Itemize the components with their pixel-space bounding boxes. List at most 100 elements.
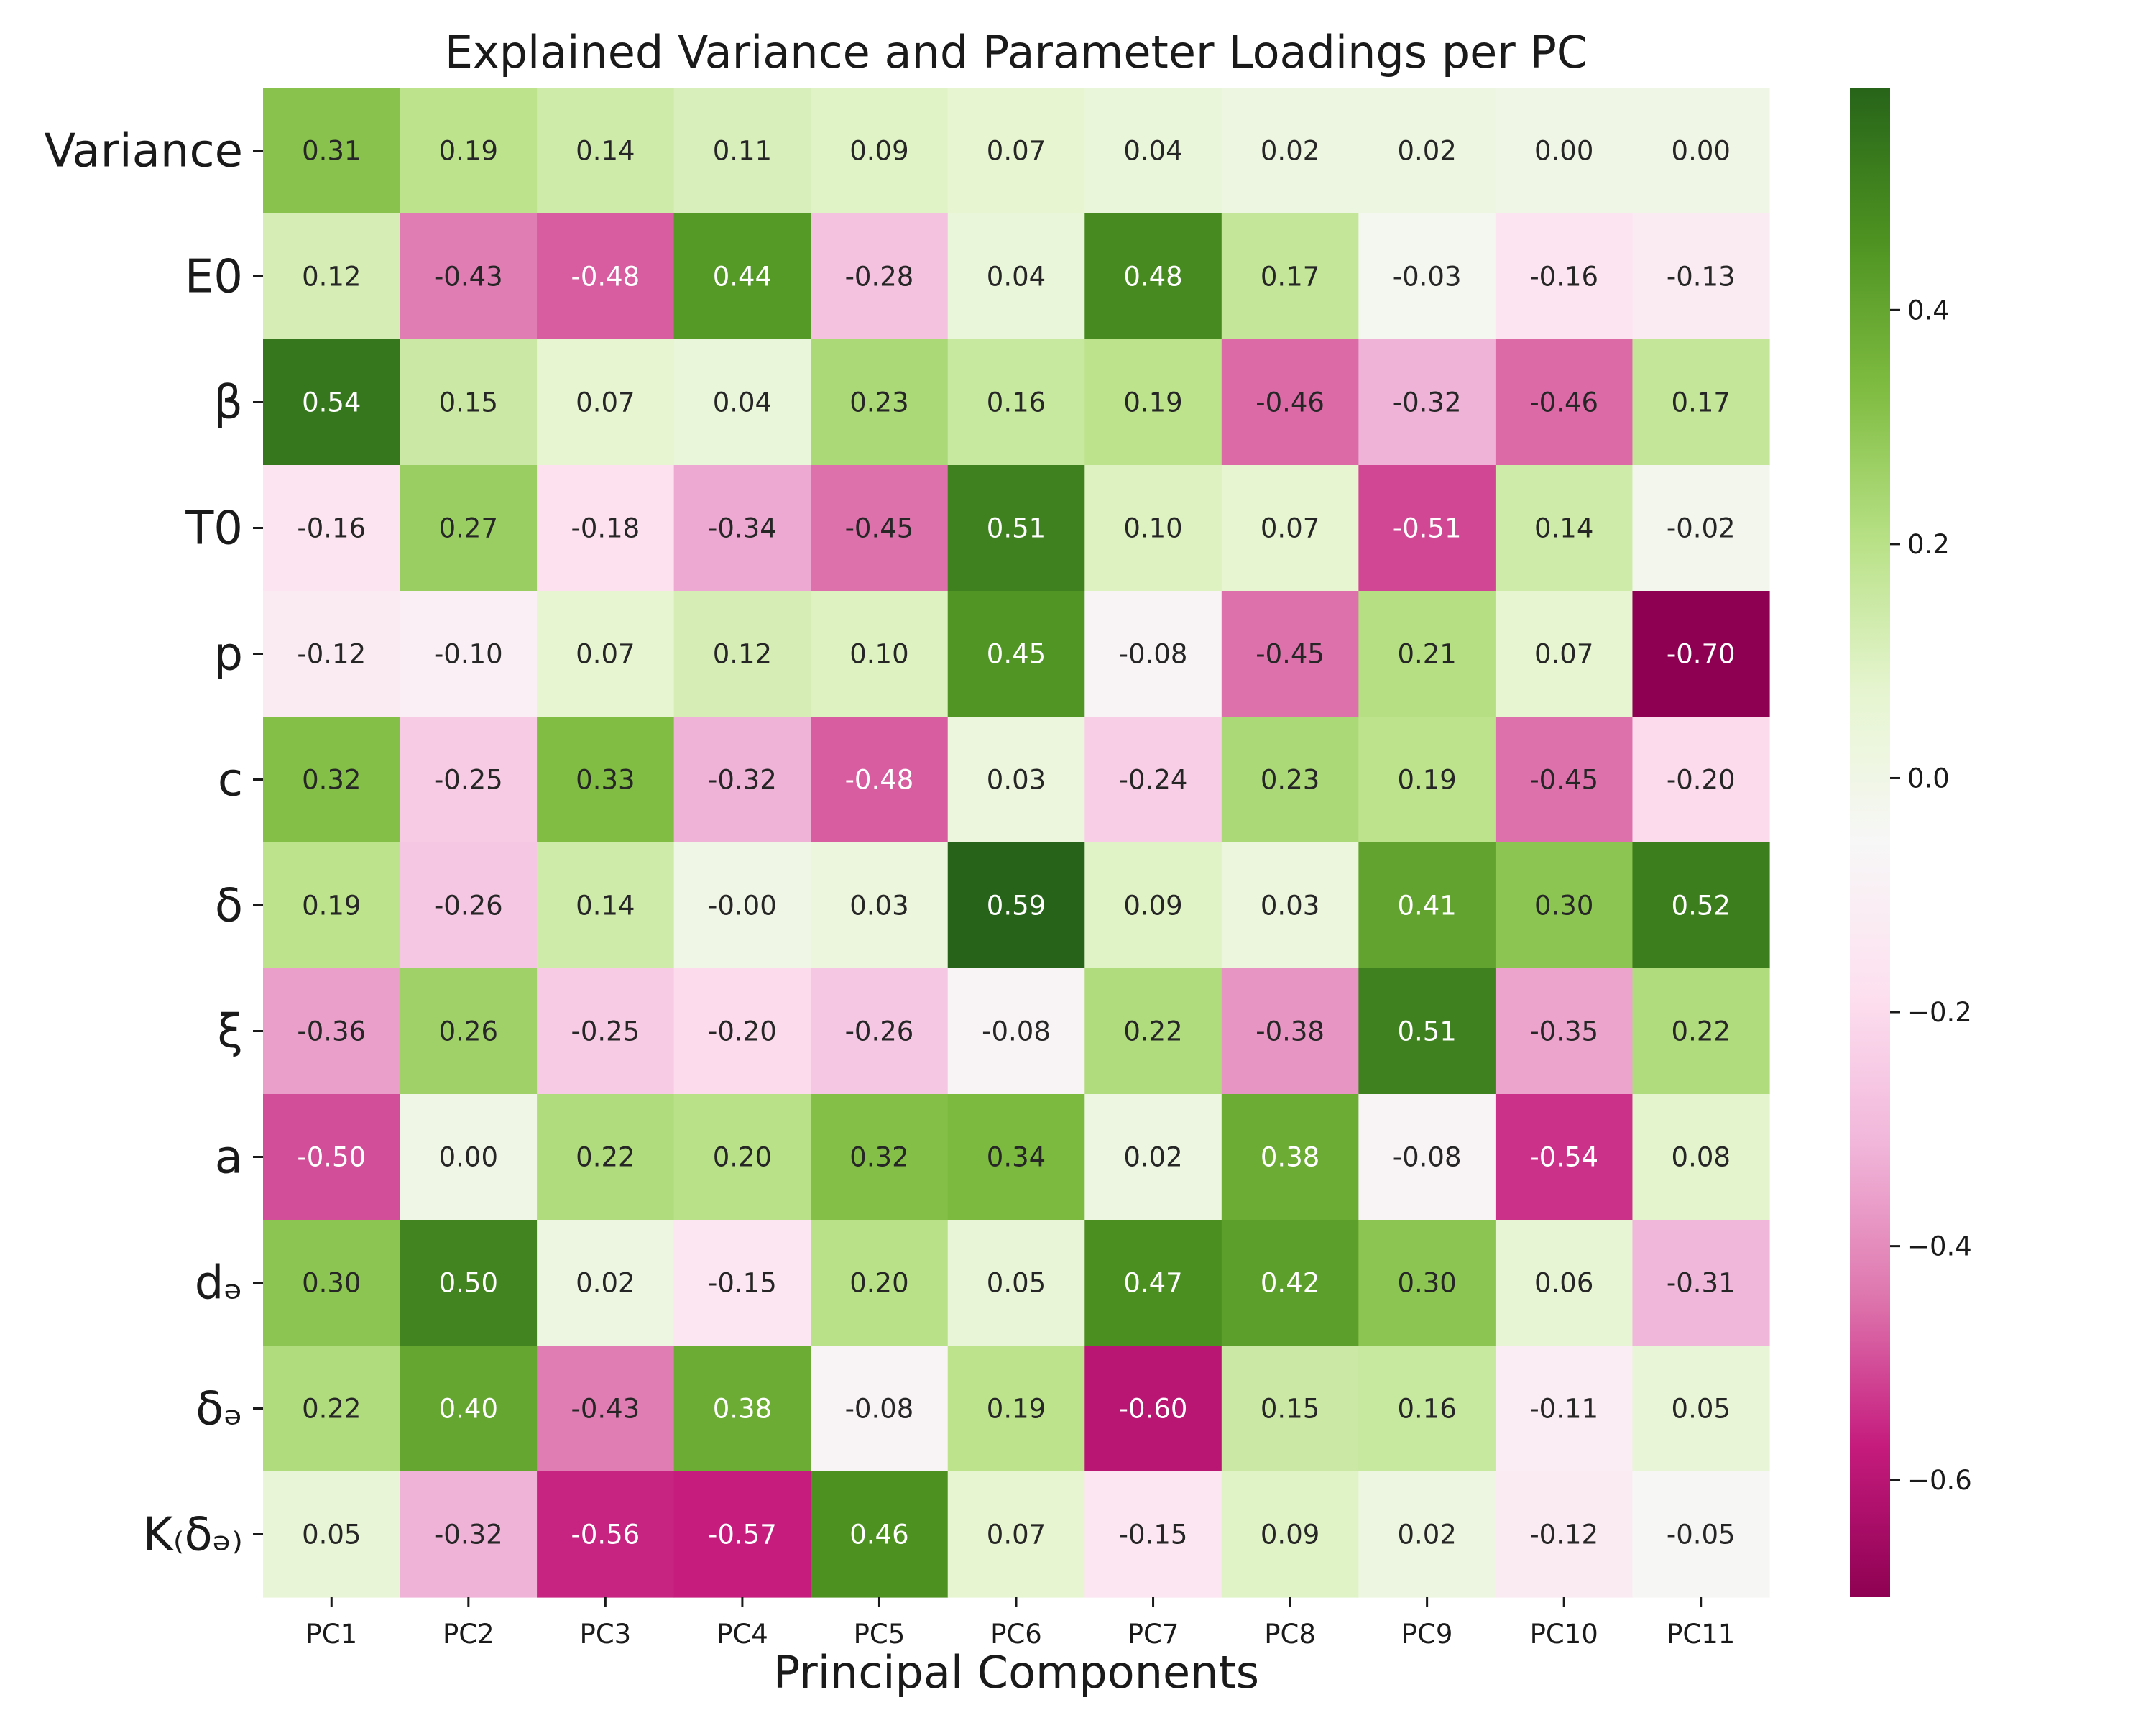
heatmap-cell xyxy=(673,88,811,214)
heatmap-cell xyxy=(1495,88,1634,214)
cell-value-label: 0.14 xyxy=(1534,513,1593,544)
heatmap-cell xyxy=(263,465,401,592)
cell-value-label: -0.16 xyxy=(297,513,366,544)
cell-value-label: -0.54 xyxy=(1529,1142,1598,1173)
cell-value-label: -0.43 xyxy=(434,262,503,293)
y-tick-label: dₔ xyxy=(195,1257,243,1310)
heatmap-cell xyxy=(811,1220,949,1346)
heatmap-cell xyxy=(673,842,811,969)
cell-value-label: 0.10 xyxy=(849,639,908,670)
heatmap-cell xyxy=(1221,717,1359,843)
heatmap-cell xyxy=(400,591,538,717)
cell-value-label: 0.30 xyxy=(1397,1268,1456,1299)
cell-value-label: 0.22 xyxy=(1123,1016,1182,1047)
heatmap-cell xyxy=(1084,717,1222,843)
heatmap-cell xyxy=(1358,1094,1496,1221)
heatmap-cell xyxy=(811,465,949,592)
cell-value-label: 0.00 xyxy=(1534,136,1593,167)
heatmap-cell xyxy=(537,1094,675,1221)
heatmap-cell xyxy=(537,842,675,969)
y-tick-label: E0 xyxy=(185,251,243,304)
heatmap-cell xyxy=(947,1220,1085,1346)
chart-title: Explained Variance and Parameter Loading… xyxy=(445,26,1588,78)
heatmap-cell xyxy=(537,968,675,1095)
heatmap-cell xyxy=(1084,1220,1222,1346)
heatmap-cell xyxy=(537,88,675,214)
heatmap-cell xyxy=(1221,842,1359,969)
cell-value-label: 0.02 xyxy=(1261,136,1319,167)
heatmap-cell xyxy=(537,213,675,340)
cell-value-label: -0.45 xyxy=(1256,639,1325,670)
cell-value-label: -0.18 xyxy=(571,513,640,544)
cell-value-label: -0.00 xyxy=(708,891,777,922)
cell-value-label: -0.08 xyxy=(845,1394,914,1425)
cell-value-label: 0.34 xyxy=(987,1142,1046,1173)
cell-value-label: 0.22 xyxy=(302,1394,361,1425)
heatmap-cell xyxy=(1084,842,1222,969)
heatmap-cell xyxy=(811,1346,949,1472)
cell-value-label: 0.20 xyxy=(849,1268,908,1299)
cell-value-label: -0.08 xyxy=(982,1016,1051,1047)
cell-value-label: 0.26 xyxy=(439,1016,498,1047)
heatmap-cell xyxy=(673,717,811,843)
x-tick-label: PC5 xyxy=(854,1619,906,1650)
heatmap-cell xyxy=(673,1094,811,1221)
x-axis: PC1 PC2 PC3 PC4 PC5 PC6 PC7 PC8 PC9 PC10 PC11 xyxy=(305,1597,1735,1650)
cell-value-label: 0.07 xyxy=(1261,513,1319,544)
heatmap-cell xyxy=(537,1346,675,1472)
cell-value-label: -0.12 xyxy=(1529,1520,1598,1550)
x-tick-label: PC7 xyxy=(1128,1619,1179,1650)
cell-value-label: 0.48 xyxy=(1123,262,1182,293)
cell-value-label: -0.31 xyxy=(1667,1268,1736,1299)
cell-value-label: 0.47 xyxy=(1123,1268,1182,1299)
heatmap-cell xyxy=(537,1220,675,1346)
heatmap-cell xyxy=(811,1094,949,1221)
heatmap-cell xyxy=(1084,465,1222,592)
cell-value-label: -0.12 xyxy=(297,639,366,670)
heatmap-cell xyxy=(811,1471,949,1598)
cell-value-label: 0.59 xyxy=(987,891,1046,922)
cell-value-label: -0.60 xyxy=(1119,1394,1188,1425)
cell-value-label: 0.02 xyxy=(1123,1142,1182,1173)
heatmap-cell xyxy=(263,1220,401,1346)
cell-value-label: -0.34 xyxy=(708,513,777,544)
x-tick-label: PC9 xyxy=(1401,1619,1453,1650)
heatmap-cell xyxy=(400,1346,538,1472)
cell-value-label: 0.14 xyxy=(576,136,635,167)
cell-value-label: 0.05 xyxy=(987,1268,1046,1299)
heatmap-cell xyxy=(400,88,538,214)
heatmap-cell xyxy=(1632,213,1770,340)
cell-value-label: -0.11 xyxy=(1529,1394,1598,1425)
heatmap-cell xyxy=(1084,213,1222,340)
heatmap-cell xyxy=(947,717,1085,843)
cell-value-label: 0.50 xyxy=(439,1268,498,1299)
heatmap-cell xyxy=(673,1471,811,1598)
cell-value-label: 0.07 xyxy=(576,639,635,670)
heatmap-cell xyxy=(1495,213,1634,340)
heatmap-cell xyxy=(400,213,538,340)
heatmap-cell xyxy=(1632,1094,1770,1221)
cell-value-label: 0.03 xyxy=(849,891,908,922)
heatmap-cell xyxy=(1632,842,1770,969)
cell-value-label: 0.15 xyxy=(1261,1394,1319,1425)
cell-value-label: 0.09 xyxy=(1123,891,1182,922)
cell-value-label: 0.51 xyxy=(987,513,1046,544)
cell-value-label: 0.10 xyxy=(1123,513,1182,544)
heatmap-cell xyxy=(673,1346,811,1472)
cell-value-label: -0.26 xyxy=(845,1016,914,1047)
heatmap-cell xyxy=(1084,1471,1222,1598)
y-tick-label: δₔ xyxy=(195,1383,243,1436)
cell-value-label: 0.42 xyxy=(1261,1268,1319,1299)
cell-value-label: -0.35 xyxy=(1529,1016,1598,1047)
heatmap-cell xyxy=(1221,339,1359,466)
heatmap-cell xyxy=(1084,1346,1222,1472)
heatmap-cell xyxy=(1221,1346,1359,1472)
y-tick-label: T0 xyxy=(185,502,243,556)
cell-value-label: -0.08 xyxy=(1119,639,1188,670)
cell-value-label: 0.23 xyxy=(849,387,908,418)
heatmap-cell xyxy=(1632,968,1770,1095)
cell-value-label: -0.32 xyxy=(434,1520,503,1550)
cell-value-label: 0.15 xyxy=(439,387,498,418)
heatmap-cell xyxy=(1084,968,1222,1095)
